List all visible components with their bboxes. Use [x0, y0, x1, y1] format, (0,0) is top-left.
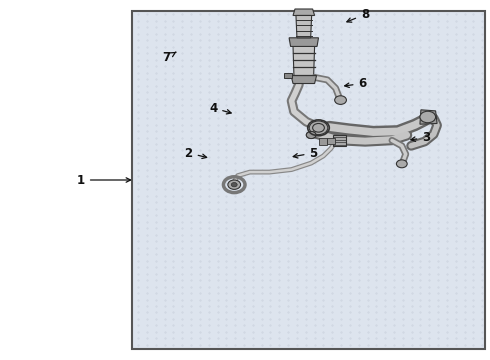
Polygon shape: [333, 135, 346, 146]
Circle shape: [228, 180, 241, 189]
Text: 4: 4: [209, 102, 231, 114]
Polygon shape: [291, 76, 317, 84]
Text: 3: 3: [411, 131, 430, 144]
Polygon shape: [327, 138, 335, 144]
Bar: [284, 73, 292, 78]
Circle shape: [396, 160, 407, 168]
Circle shape: [231, 183, 237, 187]
Polygon shape: [296, 15, 312, 38]
Text: 8: 8: [347, 8, 369, 22]
Polygon shape: [293, 46, 315, 77]
Circle shape: [306, 131, 316, 139]
Bar: [132, 11, 485, 349]
Polygon shape: [420, 110, 437, 124]
Text: 6: 6: [344, 77, 367, 90]
Polygon shape: [319, 138, 327, 145]
Text: 2: 2: [185, 147, 207, 159]
Text: 7: 7: [163, 51, 176, 64]
Circle shape: [420, 111, 436, 123]
Circle shape: [309, 121, 328, 135]
Text: 5: 5: [293, 147, 318, 159]
Circle shape: [335, 96, 346, 104]
Polygon shape: [293, 9, 315, 15]
Text: 1: 1: [77, 174, 130, 186]
Polygon shape: [289, 38, 318, 46]
